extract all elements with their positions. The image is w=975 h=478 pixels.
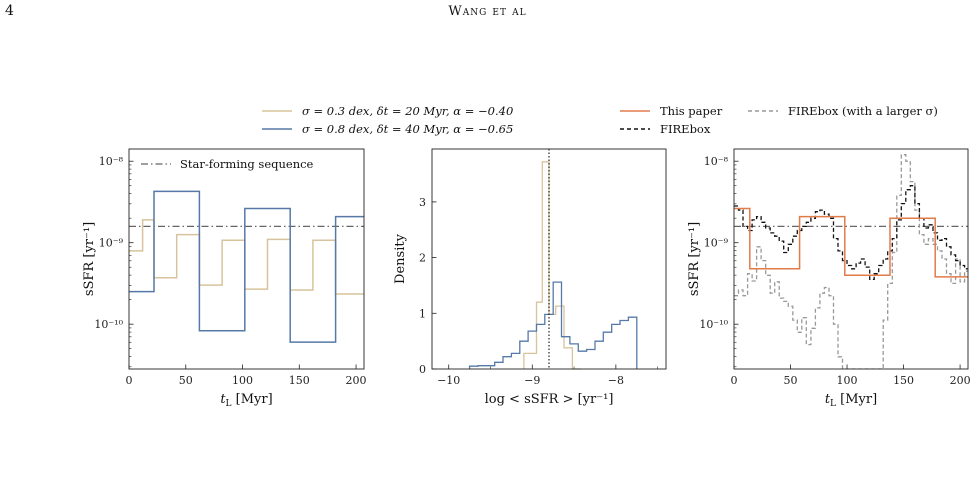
x-tick-label: 200 xyxy=(346,374,367,387)
x-tick-label: 0 xyxy=(126,374,133,387)
panel-middle-histogram: 0 1 2 3 −10 −9 −8 log < sSFR > [yr⁻¹] Density xyxy=(393,148,667,407)
y-tick-label: 10⁻¹⁰ xyxy=(699,318,728,331)
running-title: Wang et al xyxy=(448,4,527,19)
page-number: 4 xyxy=(5,3,14,19)
axes-frame xyxy=(128,148,365,370)
legend-right: This paper FIREbox FIREbox (with a larger … xyxy=(620,104,938,136)
axes-frame xyxy=(431,148,667,370)
legend-label-r0: This paper xyxy=(660,104,723,118)
y-tick-label: 10⁻⁹ xyxy=(704,237,729,250)
series-line-1 xyxy=(129,190,364,343)
legend-label-0: σ = 0.3 dex, δt = 20 Myr, α = −0.40 xyxy=(302,104,513,118)
panel-right-firebox: 10⁻⁸ 10⁻⁹ 10⁻¹⁰ 0 50 100 150 200 tL [Myr] sSFR [y… xyxy=(687,148,971,409)
x-tick-label: 50 xyxy=(179,374,193,387)
x-axis-label: log < sSFR > [yr⁻¹] xyxy=(485,392,614,407)
series-line-0 xyxy=(129,219,364,295)
x-tick-label: −8 xyxy=(608,374,624,387)
x-tick-label: −10 xyxy=(437,374,460,387)
x-tick-label: 50 xyxy=(784,374,798,387)
histogram-series-1 xyxy=(468,281,638,369)
y-tick-label: 2 xyxy=(419,252,426,265)
y-axis-label: sSFR [yr⁻¹] xyxy=(687,222,702,296)
y-axis-label: Density xyxy=(393,233,408,284)
legend-label-r2: FIREbox (with a larger σ) xyxy=(788,104,938,118)
sequence-legend-label: Star-forming sequence xyxy=(180,157,314,171)
axes-frame xyxy=(733,148,969,370)
y-tick-label: 10⁻⁸ xyxy=(704,155,729,168)
x-tick-label: 0 xyxy=(731,374,738,387)
x-tick-label: 150 xyxy=(289,374,310,387)
legend-left: σ = 0.3 dex, δt = 20 Myr, α = −0.40 σ = 0… xyxy=(262,104,513,136)
panel-left-timeseries: 10⁻⁸ 10⁻⁹ 10⁻¹⁰ 0 50 100 150 200 tL [Myr] sSFR [y… xyxy=(82,148,367,409)
histogram-series-0 xyxy=(523,161,581,370)
y-tick-label: 3 xyxy=(419,196,426,209)
y-tick-label: 10⁻⁹ xyxy=(99,237,124,250)
x-tick-label: −9 xyxy=(524,374,540,387)
y-tick-label: 1 xyxy=(419,307,426,320)
y-tick-label: 10⁻⁸ xyxy=(99,155,124,168)
x-tick-label: 150 xyxy=(893,374,914,387)
x-tick-label: 100 xyxy=(232,374,253,387)
series-line-0 xyxy=(734,154,968,369)
x-axis-label: tL [Myr] xyxy=(825,392,877,409)
x-axis-label: tL [Myr] xyxy=(220,392,272,409)
legend-label-r1: FIREbox xyxy=(660,122,711,136)
y-tick-label: 0 xyxy=(419,363,426,376)
y-tick-label: 10⁻¹⁰ xyxy=(94,318,123,331)
x-tick-label: 200 xyxy=(950,374,971,387)
x-tick-label: 100 xyxy=(837,374,858,387)
series-line-1 xyxy=(734,185,968,281)
legend-label-1: σ = 0.8 dex, δt = 40 Myr, α = −0.65 xyxy=(302,122,513,136)
y-axis-label: sSFR [yr⁻¹] xyxy=(82,222,97,296)
series-line-2 xyxy=(734,207,968,278)
